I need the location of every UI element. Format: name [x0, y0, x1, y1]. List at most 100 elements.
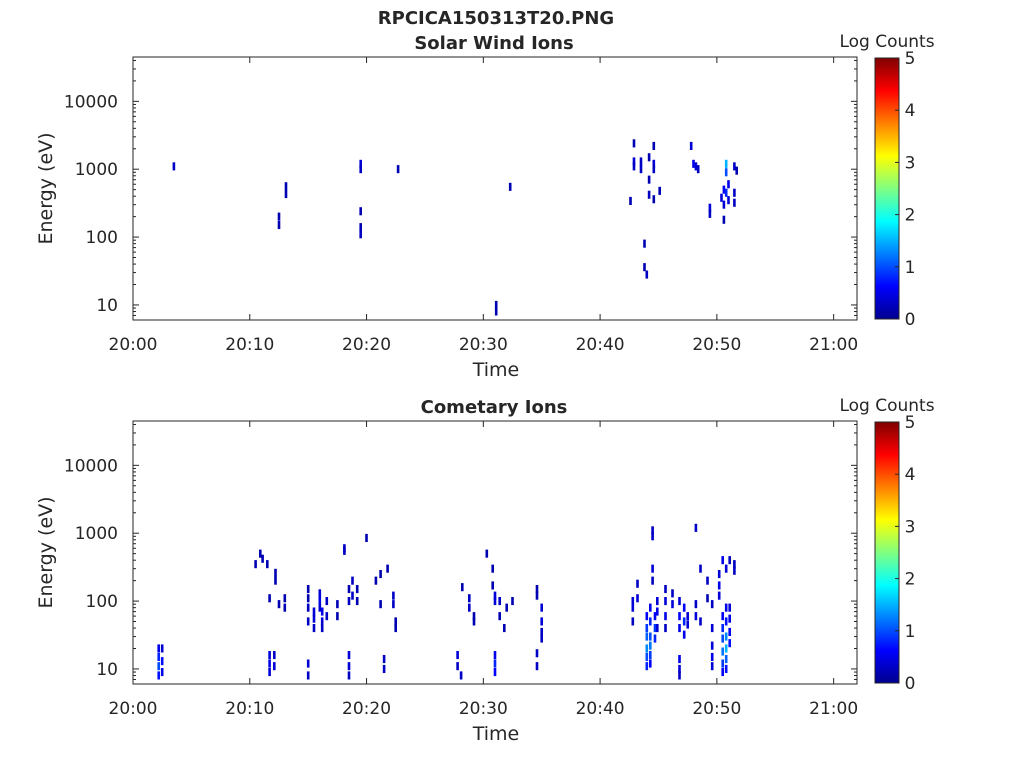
heatmap-cell — [671, 589, 674, 598]
heatmap-cell — [347, 651, 351, 660]
heatmap-cell — [493, 651, 497, 660]
heatmap-cell — [721, 556, 724, 565]
heatmap-cell — [727, 196, 730, 205]
heatmap-cell — [157, 662, 160, 671]
heatmap-cell — [728, 603, 731, 612]
heatmap-cell — [694, 612, 698, 621]
colorbar-tick-label: 1 — [905, 258, 916, 278]
heatmap-cell — [653, 624, 657, 633]
heatmap-cell — [724, 617, 728, 626]
heatmap-cell — [689, 141, 693, 150]
x-tick-label: 20:10 — [225, 335, 274, 355]
heatmap-cell — [318, 597, 322, 606]
y-tick-label: 10000 — [64, 92, 118, 112]
heatmap-cell — [710, 652, 714, 661]
heatmap-cell — [728, 614, 731, 623]
y-tick-label: 10000 — [64, 456, 118, 476]
heatmap-cell — [359, 165, 362, 174]
x-axis-label: Time — [472, 359, 520, 381]
heatmap-cell — [320, 624, 324, 633]
heatmap-cell — [261, 554, 264, 563]
heatmap-cell — [686, 612, 689, 621]
heatmap-cell — [283, 603, 287, 612]
y-axis-label: Energy (eV) — [35, 496, 57, 608]
heatmap-cell — [710, 662, 714, 671]
heatmap-cell — [540, 617, 543, 626]
x-tick-label: 20:30 — [459, 335, 508, 355]
heatmap-cell — [266, 560, 269, 569]
y-tick-label: 100 — [86, 592, 118, 612]
heatmap-cell — [306, 603, 310, 612]
heatmap-cell — [649, 641, 652, 650]
heatmap-cell — [717, 591, 721, 600]
colorbar-label: Log Counts — [839, 32, 934, 52]
plot-area — [132, 56, 858, 321]
heatmap-cell — [710, 641, 714, 650]
heatmap-cell — [491, 564, 494, 573]
heatmap-cell — [325, 597, 329, 606]
colorbar-label: Log Counts — [839, 396, 934, 416]
heatmap-cell — [724, 168, 728, 177]
heatmap-cell — [535, 662, 539, 671]
heatmap-cell — [157, 652, 160, 661]
heatmap-cell — [656, 607, 659, 616]
heatmap-cell — [639, 157, 643, 166]
heatmap-cell — [721, 624, 724, 633]
heatmap-cell — [653, 612, 657, 621]
heatmap-cell — [724, 655, 728, 664]
heatmap-cell — [306, 585, 310, 594]
x-tick-label: 21:00 — [809, 699, 858, 719]
heatmap-cell — [268, 594, 271, 603]
heatmap-cell — [664, 585, 667, 594]
heatmap-cell — [160, 668, 164, 677]
heatmap-cell — [277, 221, 281, 230]
x-tick-label: 20:10 — [225, 699, 274, 719]
heatmap-cell — [306, 617, 310, 626]
heatmap-cell — [498, 597, 501, 606]
colorbar-tick-label: 3 — [905, 153, 916, 173]
heatmap-cell — [678, 655, 681, 664]
colorbar-tick-label: 4 — [905, 465, 916, 485]
heatmap-cell — [268, 651, 271, 660]
heatmap-cell — [653, 634, 657, 643]
heatmap-cell — [336, 612, 339, 621]
heatmap-cell — [696, 165, 700, 174]
heatmap-cell — [643, 239, 646, 248]
heatmap-cell — [160, 644, 164, 653]
heatmap-cell — [724, 644, 728, 653]
heatmap-cell — [722, 185, 726, 194]
heatmap-cell — [268, 659, 271, 668]
heatmap-cell — [493, 597, 497, 606]
heatmap-cell — [254, 560, 257, 569]
heatmap-cell — [649, 603, 652, 612]
heatmap-cell — [645, 632, 649, 641]
heatmap-cell — [721, 647, 724, 656]
heatmap-cell — [172, 162, 176, 171]
heatmap-cell — [699, 564, 702, 573]
heatmap-cell — [706, 594, 709, 603]
y-tick-label: 1000 — [75, 160, 118, 180]
heatmap-cell — [721, 612, 724, 621]
heatmap-cell — [708, 209, 712, 218]
heatmap-cell — [284, 190, 288, 199]
heatmap-cell — [721, 659, 724, 668]
heatmap-cell — [678, 612, 681, 621]
heatmap-cell — [306, 671, 310, 680]
heatmap-cell — [656, 597, 659, 606]
heatmap-cell — [708, 203, 712, 212]
heatmap-cell — [318, 589, 322, 598]
heatmap-cell — [717, 570, 721, 579]
heatmap-cell — [682, 630, 686, 639]
heatmap-cell — [658, 186, 661, 195]
panel-title: Solar Wind Ions — [414, 33, 573, 54]
heatmap-cell — [722, 200, 726, 209]
heatmap-cell — [651, 532, 654, 541]
figure-title: RPCICA150313T20.PNG — [378, 8, 614, 29]
heatmap-cell — [284, 182, 288, 191]
heatmap-cell — [456, 651, 459, 660]
x-tick-label: 20:40 — [576, 699, 625, 719]
heatmap-cell — [649, 617, 652, 626]
heatmap-cell — [273, 662, 276, 671]
heatmap-cell — [336, 600, 339, 609]
heatmap-cell — [631, 617, 635, 626]
